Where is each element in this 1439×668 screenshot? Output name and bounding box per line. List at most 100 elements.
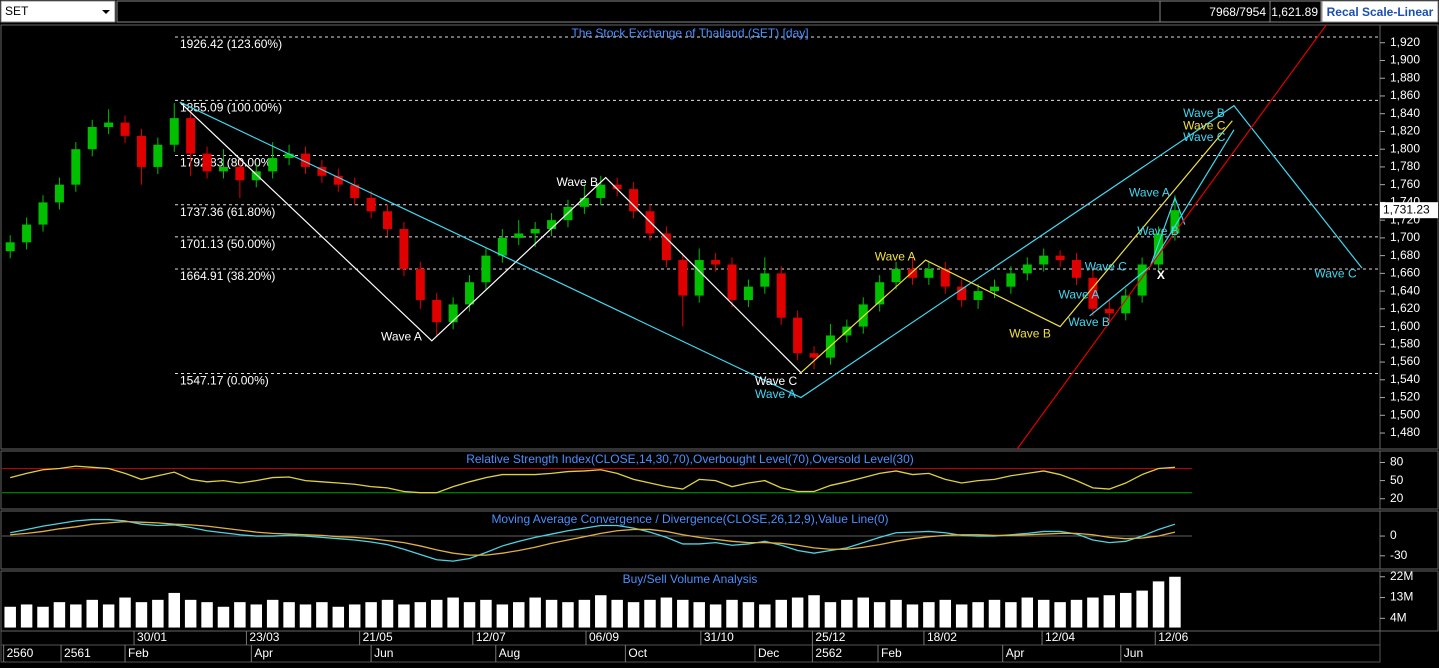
y-tick-label: 1,660 xyxy=(1390,266,1420,280)
x-tick-label: 12/04 xyxy=(1045,630,1075,644)
candle-body xyxy=(1055,255,1065,261)
volume-bar xyxy=(906,604,919,628)
axis-frame xyxy=(1379,570,1439,632)
candle-body xyxy=(186,118,196,154)
wave-label: Wave A xyxy=(755,387,796,401)
recal-button[interactable] xyxy=(1321,0,1439,23)
wave-label: Wave C xyxy=(1314,266,1357,280)
candle-body xyxy=(809,353,819,358)
fib-label: 1701.13 (50.00%) xyxy=(180,237,275,251)
candle-body xyxy=(481,255,491,283)
candle-body xyxy=(71,149,81,185)
candle-body xyxy=(251,171,261,181)
volume-bar xyxy=(857,597,869,628)
fib-label: 1547.17 (0.00%) xyxy=(180,374,269,388)
volume-bar xyxy=(37,606,49,628)
fib-label: 1855.09 (100.00%) xyxy=(180,100,282,114)
candle-body xyxy=(399,229,409,269)
candle-body xyxy=(300,153,310,167)
volume-bar xyxy=(463,602,476,628)
y-tick-label: 1,640 xyxy=(1390,283,1420,297)
y-tick-label: 1,840 xyxy=(1390,106,1420,120)
wave-label: Wave B xyxy=(1137,224,1179,238)
volume-bar xyxy=(824,602,837,628)
y-tick-label: 1,860 xyxy=(1390,88,1420,102)
candle-body xyxy=(1088,277,1098,309)
axis-frame xyxy=(1379,450,1439,510)
candle-body xyxy=(924,268,934,278)
volume-bar xyxy=(1169,576,1181,628)
volume-bar xyxy=(513,602,525,628)
dropdown-arrow[interactable] xyxy=(102,10,110,14)
wave-label: Wave C xyxy=(1085,259,1128,273)
x-tick-label: 2562 xyxy=(815,646,842,660)
volume-bar xyxy=(611,599,623,628)
x-tick-label: 12/06 xyxy=(1158,630,1188,644)
volume-bar xyxy=(4,606,16,628)
recal-button-label[interactable]: Recal Scale-Linear xyxy=(1327,5,1434,19)
candle-body xyxy=(1006,273,1016,287)
candle-body xyxy=(54,184,64,203)
candle-body xyxy=(1022,264,1032,274)
symbol-text[interactable]: SET xyxy=(5,4,29,18)
candle-body xyxy=(497,237,507,256)
volume-bar xyxy=(562,602,574,628)
candle-body xyxy=(120,122,130,136)
x-tick-label: 12/07 xyxy=(476,630,506,644)
wave-label: Wave B xyxy=(1183,106,1225,120)
candle-body xyxy=(366,197,376,212)
x-tick-label: Dec xyxy=(758,646,779,660)
candle-body xyxy=(858,304,868,327)
candle-body xyxy=(514,233,524,238)
dropdown-box[interactable] xyxy=(0,0,116,23)
panel-title: Moving Average Convergence / Divergence(… xyxy=(491,512,888,526)
wave-label: Wave A xyxy=(875,250,916,264)
wave-label: Wave A xyxy=(381,329,422,343)
axis-frame xyxy=(1379,24,1439,450)
volume-bar xyxy=(201,602,213,628)
candle-body xyxy=(530,229,540,234)
y-tick-label: 1,780 xyxy=(1390,159,1420,173)
candle-body xyxy=(891,268,901,283)
volume-bar xyxy=(1087,597,1099,628)
volume-bar xyxy=(1119,592,1132,628)
volume-bar xyxy=(430,599,443,628)
candle-body xyxy=(317,166,327,176)
candle-body xyxy=(875,282,885,305)
volume-bar xyxy=(808,595,820,628)
y-tick-label: 0 xyxy=(1390,528,1397,542)
volume-bar xyxy=(184,599,197,628)
wave-line xyxy=(1149,196,1186,267)
x-tick-label: 2561 xyxy=(64,646,91,660)
candle-body xyxy=(432,299,442,323)
y-tick-label: 1,800 xyxy=(1390,141,1420,155)
panel-title: The Stock Exchange of Thailand (SET) [da… xyxy=(571,26,808,40)
wave-line xyxy=(800,120,1233,374)
y-tick-label: 1,900 xyxy=(1390,53,1420,67)
candle-body xyxy=(1104,308,1114,314)
fib-label: 1737.36 (61.80%) xyxy=(180,205,275,219)
volume-bar xyxy=(414,602,427,628)
candle-body xyxy=(235,166,245,181)
volume-bar xyxy=(119,597,131,628)
volume-bar xyxy=(135,602,148,628)
volume-bar xyxy=(168,592,180,628)
x-tick-label: Apr xyxy=(254,646,273,660)
volume-bar xyxy=(578,599,591,628)
candle-body xyxy=(661,233,671,261)
volume-bar xyxy=(660,597,673,628)
candle-body xyxy=(579,197,589,207)
quote-count: 7968/7954 xyxy=(1209,5,1266,19)
x-tick-label: 25/12 xyxy=(815,630,845,644)
x-tick-label: Feb xyxy=(881,646,902,660)
symbol-dropdown[interactable]: SET xyxy=(0,0,116,23)
candle-body xyxy=(22,224,32,243)
candle-body xyxy=(760,273,770,287)
volume-bar xyxy=(381,599,394,628)
candle-body xyxy=(38,202,48,225)
candle-body xyxy=(907,268,917,278)
y-tick-label: 20 xyxy=(1390,491,1404,505)
x-tick-label: Oct xyxy=(628,646,647,660)
